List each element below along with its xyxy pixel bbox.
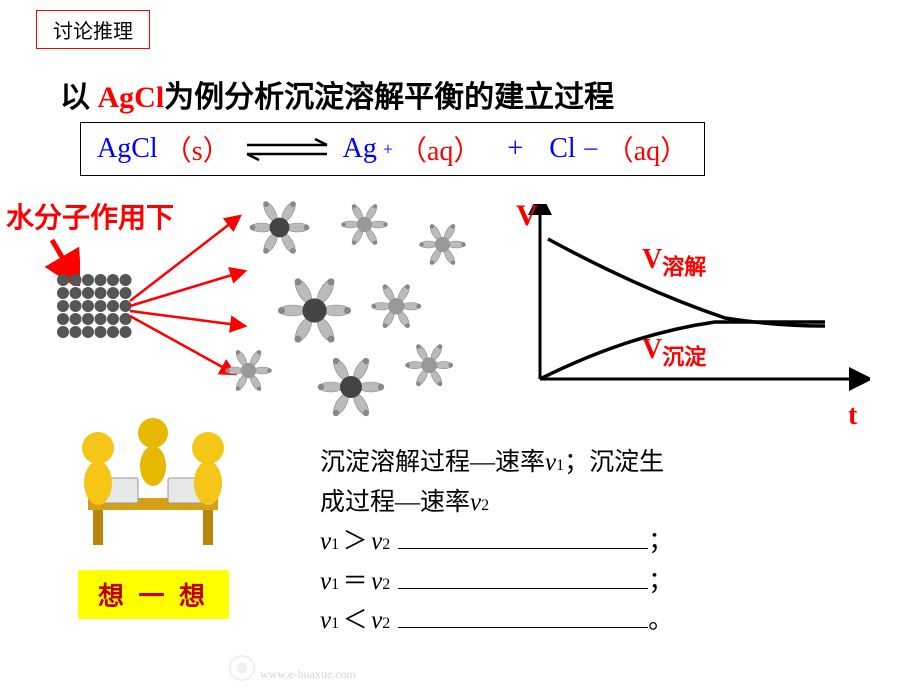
eq-aq2: （aq） bbox=[606, 129, 688, 169]
watermark-text: www.e-huaxue.com bbox=[260, 667, 356, 682]
eq-aq1: （aq） bbox=[399, 129, 481, 169]
chart-curve2-label: V沉淀 bbox=[642, 334, 706, 372]
title-post: 为例分析沉淀溶解平衡的建立过程 bbox=[164, 81, 614, 114]
desc-compare-2: v1 ＝ v2； bbox=[320, 563, 673, 601]
equilibrium-arrows bbox=[237, 134, 337, 164]
blank-1[interactable] bbox=[398, 527, 648, 549]
main-title: 以 AgCl为例分析沉淀溶解平衡的建立过程 bbox=[60, 72, 614, 116]
blank-2[interactable] bbox=[398, 567, 648, 589]
eq-cl: Cl bbox=[549, 133, 575, 165]
chart-curve1-label: V溶解 bbox=[642, 244, 706, 282]
solvated-ion-icon bbox=[316, 352, 386, 427]
solvated-ion-icon bbox=[418, 220, 467, 274]
watermark-logo-icon bbox=[228, 654, 256, 682]
solvated-ion-icon bbox=[340, 200, 389, 254]
chart-y-axis-label: V bbox=[516, 199, 538, 233]
eq-agcl: AgCl bbox=[97, 133, 158, 165]
desc-line2: 成过程—速率v2 bbox=[320, 484, 673, 522]
title-pre: 以 bbox=[60, 81, 98, 114]
desc-compare-1: v1 ＞ v2； bbox=[320, 523, 673, 561]
eq-ag: Ag bbox=[343, 133, 377, 165]
chart-x-axis-label: t bbox=[848, 400, 857, 432]
title-emphasis: AgCl bbox=[98, 81, 165, 114]
eq-ag-charge: + bbox=[383, 139, 393, 160]
desc-line1: 沉淀溶解过程—速率v1；沉淀生 bbox=[320, 444, 673, 482]
solvated-ion-icon bbox=[404, 340, 454, 395]
eq-state-s: （s） bbox=[164, 129, 231, 169]
rate-chart bbox=[500, 204, 870, 414]
description-block: 沉淀溶解过程—速率v1；沉淀生 成过程—速率v2 v1 ＞ v2； v1 ＝ v… bbox=[320, 444, 673, 642]
solvated-ion-icon bbox=[224, 346, 273, 400]
solvated-ion-icon bbox=[248, 196, 311, 264]
discussion-tag: 讨论推理 bbox=[36, 10, 150, 49]
equation-box: AgCl（s） Ag+（aq） + Cl－（aq） bbox=[80, 122, 705, 176]
eq-cl-charge: － bbox=[582, 136, 600, 162]
solvated-ion-icon bbox=[276, 272, 353, 354]
thinking-figures-icon bbox=[58, 398, 248, 558]
desc-compare-3: v1 ＜ v2。 bbox=[320, 602, 673, 640]
solvated-ion-icon bbox=[370, 280, 423, 338]
eq-plus: + bbox=[507, 133, 523, 165]
think-prompt: 想 一 想 bbox=[78, 570, 229, 619]
blank-3[interactable] bbox=[398, 606, 648, 628]
